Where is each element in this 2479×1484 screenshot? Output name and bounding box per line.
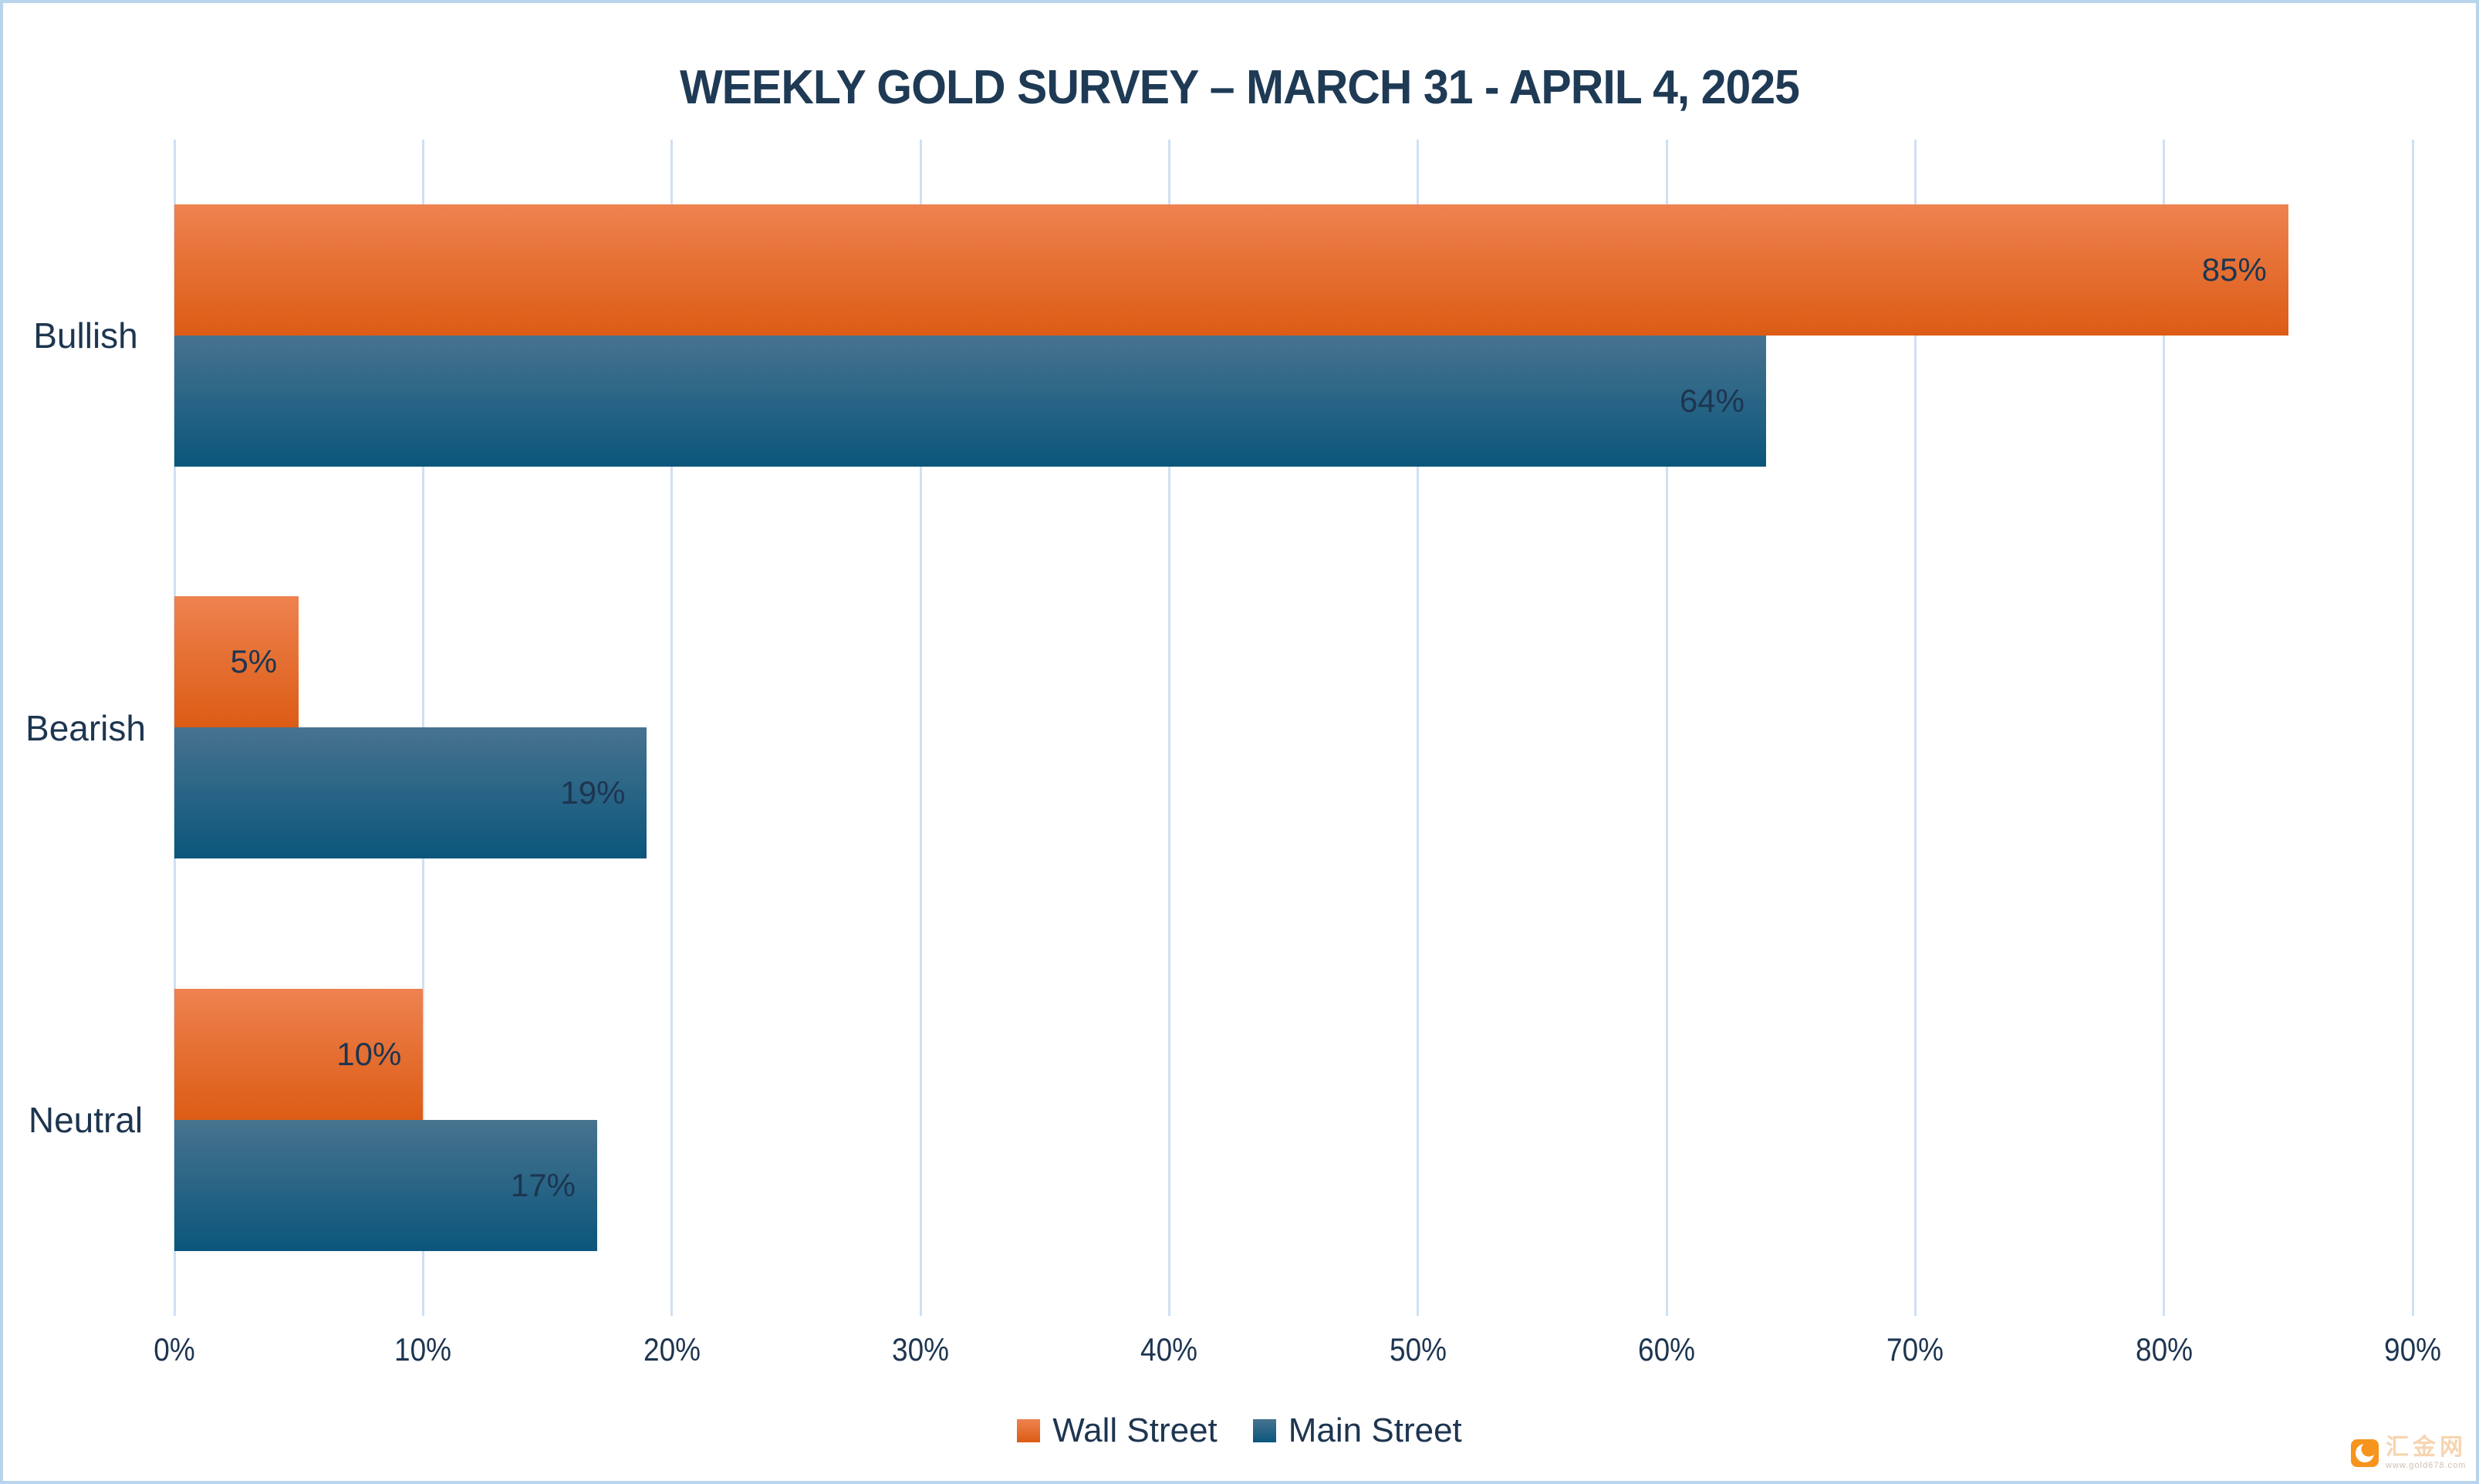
bar-value-label: 64% <box>1679 383 1744 420</box>
x-axis-tick-label-80: 80% <box>2135 1331 2193 1368</box>
bar-main-street: 17% <box>174 1119 597 1251</box>
bar-wall-street: 10% <box>174 988 424 1120</box>
legend-item-wall-street: Wall Street <box>1017 1411 1218 1450</box>
gridline-20 <box>670 140 674 1316</box>
bar-wall-street: 5% <box>174 596 299 728</box>
x-axis-tick-label-20: 20% <box>643 1331 701 1368</box>
bar-value-label: 5% <box>230 643 278 680</box>
category-label-neutral: Neutral <box>28 1099 144 1140</box>
legend-swatch-wall-street <box>1017 1419 1041 1442</box>
x-axis-tick-label-40: 40% <box>1140 1331 1198 1368</box>
gridline-80 <box>2163 140 2166 1316</box>
watermark-site-url: www.gold678.com <box>2386 1461 2467 1470</box>
legend-label: Main Street <box>1288 1411 1462 1449</box>
legend: Wall Street Main Street <box>3 1411 2476 1450</box>
category-row-bullish: 85% 64% <box>174 140 2413 531</box>
x-axis-tick-label-30: 30% <box>892 1331 949 1368</box>
gridline-90 <box>2411 140 2414 1316</box>
category-row-neutral: 10% 17% <box>174 924 2413 1316</box>
gridline-60 <box>1665 140 1668 1316</box>
gridline-40 <box>1167 140 1170 1316</box>
chart-title: WEEKLY GOLD SURVEY – MARCH 31 - APRIL 4,… <box>680 61 1800 114</box>
gridline-50 <box>1417 140 1420 1316</box>
bar-main-street: 19% <box>174 727 647 859</box>
x-axis-tick-label-60: 60% <box>1638 1331 1695 1368</box>
bar-value-label: 85% <box>2201 251 2267 288</box>
bar-value-label: 19% <box>560 774 626 811</box>
legend-swatch-main-street <box>1252 1419 1276 1442</box>
legend-label: Wall Street <box>1052 1411 1218 1449</box>
x-axis-tick-label-90: 90% <box>2384 1331 2441 1368</box>
x-axis-tick-label-10: 10% <box>394 1331 452 1368</box>
x-axis-tick-label-0: 0% <box>154 1331 195 1368</box>
watermark: 汇金网 www.gold678.com <box>2351 1436 2467 1470</box>
watermark-site-name: 汇金网 <box>2386 1435 2467 1460</box>
bar-value-label: 17% <box>510 1166 576 1203</box>
bar-main-street: 64% <box>174 336 1766 467</box>
gridline-70 <box>1913 140 1917 1316</box>
x-axis-tick-label-70: 70% <box>1886 1331 1944 1368</box>
watermark-logo-icon <box>2351 1439 2379 1467</box>
bar-value-label: 10% <box>336 1035 402 1072</box>
category-label-bearish: Bearish <box>25 707 146 748</box>
bar-wall-street: 85% <box>174 204 2288 336</box>
x-axis-tick-label-50: 50% <box>1389 1331 1447 1368</box>
category-row-bearish: 5% 19% <box>174 531 2413 923</box>
category-label-bullish: Bullish <box>33 315 138 356</box>
legend-item-main-street: Main Street <box>1252 1411 1462 1450</box>
plot-area: 85% 64% 5% 19% 10% 17% <box>173 140 2414 1316</box>
gridline-30 <box>919 140 922 1316</box>
